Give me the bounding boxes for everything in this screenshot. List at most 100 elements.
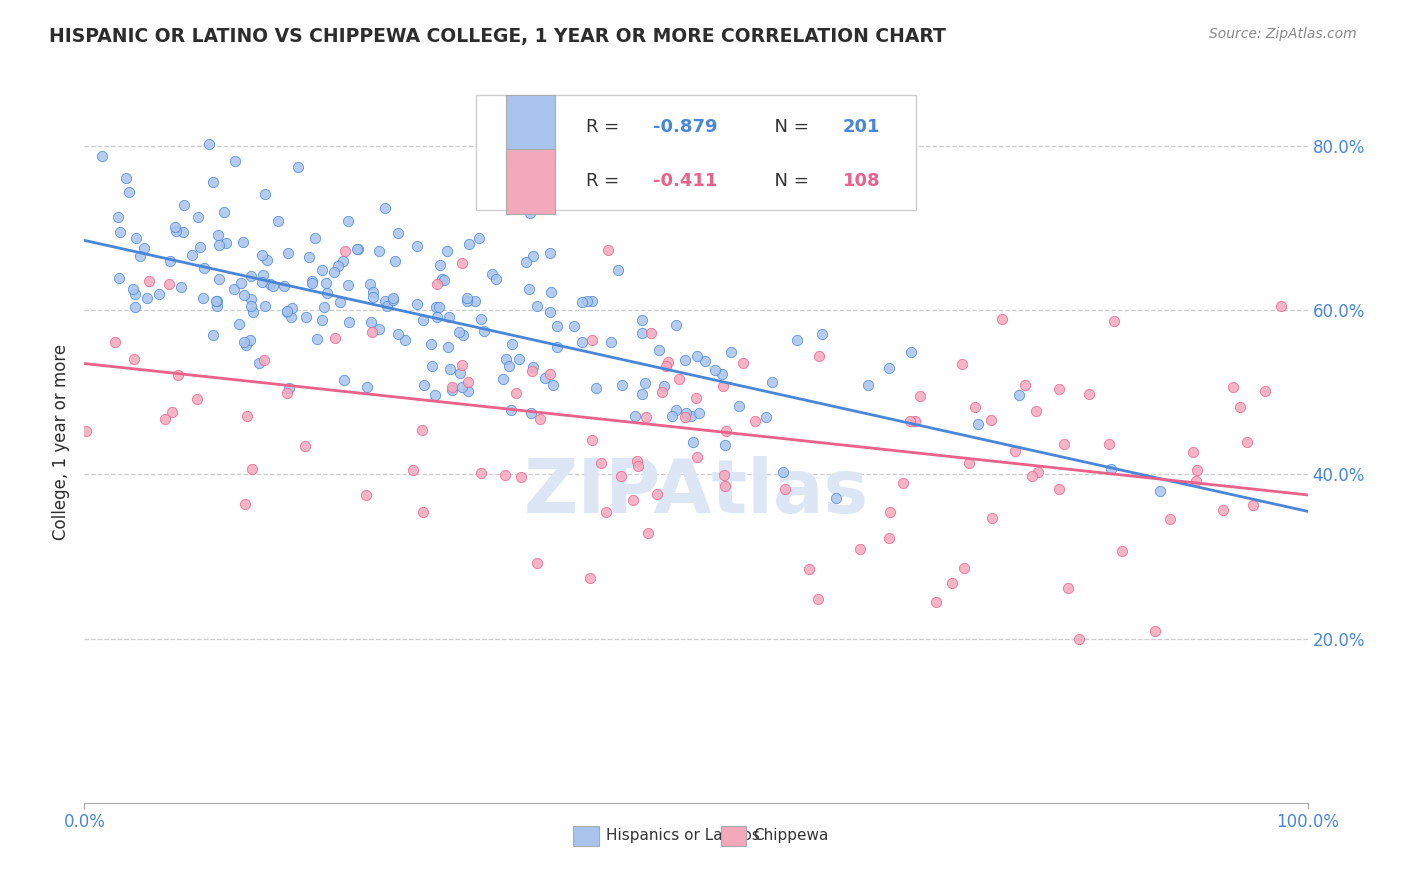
Point: [1056, 581, 1078, 595]
Point: [240, 268, 263, 283]
Point: [456, 293, 478, 308]
Text: R =: R =: [586, 172, 624, 190]
Point: [877, 532, 900, 546]
Point: [411, 423, 433, 437]
FancyBboxPatch shape: [506, 95, 555, 160]
Point: [686, 450, 709, 465]
Point: [262, 278, 284, 293]
Point: [1067, 632, 1090, 646]
Point: [773, 483, 796, 497]
Point: [253, 186, 276, 201]
Point: [526, 299, 548, 313]
Point: [148, 287, 170, 301]
Point: [711, 368, 734, 382]
Point: [437, 340, 460, 354]
Point: [665, 318, 688, 333]
Point: [581, 293, 603, 308]
Point: [457, 375, 479, 389]
Point: [538, 245, 561, 260]
Point: [134, 241, 156, 255]
Point: [180, 248, 202, 262]
Point: [522, 249, 544, 263]
Point: [811, 326, 834, 341]
Point: [437, 310, 460, 324]
Point: [301, 274, 323, 288]
Point: [495, 352, 517, 367]
Point: [406, 297, 429, 311]
Point: [621, 492, 644, 507]
Point: [508, 351, 530, 366]
Point: [361, 325, 384, 339]
Point: [239, 333, 262, 347]
Point: [361, 290, 384, 304]
Point: [673, 353, 696, 368]
Point: [1270, 300, 1292, 314]
Point: [447, 325, 470, 339]
Point: [429, 301, 451, 315]
Point: [695, 353, 717, 368]
Point: [589, 456, 612, 470]
Point: [205, 293, 228, 308]
Y-axis label: College, 1 year or more: College, 1 year or more: [52, 343, 70, 540]
Point: [630, 387, 652, 401]
Point: [714, 438, 737, 452]
Point: [449, 366, 471, 380]
Point: [682, 434, 704, 449]
Point: [640, 326, 662, 340]
Point: [277, 246, 299, 260]
Point: [772, 465, 794, 479]
Point: [207, 272, 229, 286]
Point: [651, 384, 673, 399]
Point: [429, 258, 451, 272]
Point: [1004, 444, 1026, 458]
Point: [655, 359, 678, 373]
Point: [432, 271, 454, 285]
Point: [108, 271, 131, 285]
Point: [744, 413, 766, 427]
Point: [540, 285, 562, 299]
Point: [375, 299, 398, 313]
Point: [439, 362, 461, 376]
Point: [1052, 437, 1074, 451]
Point: [538, 367, 561, 381]
Point: [247, 356, 270, 370]
Point: [538, 305, 561, 319]
Point: [333, 373, 356, 387]
Point: [425, 300, 447, 314]
Point: [612, 378, 634, 392]
Point: [159, 254, 181, 268]
Point: [406, 239, 429, 253]
Point: [436, 244, 458, 259]
Text: N =: N =: [763, 172, 814, 190]
Point: [468, 231, 491, 245]
Point: [259, 277, 281, 292]
Point: [571, 335, 593, 350]
Point: [301, 276, 323, 290]
Point: [233, 288, 256, 302]
Point: [212, 204, 235, 219]
Point: [494, 468, 516, 483]
Point: [965, 400, 987, 414]
Point: [276, 385, 298, 400]
Point: [170, 280, 193, 294]
Point: [571, 295, 593, 310]
Point: [328, 259, 350, 273]
Point: [1222, 380, 1244, 394]
Point: [1144, 624, 1167, 638]
Point: [688, 405, 710, 419]
Point: [458, 236, 481, 251]
Point: [675, 406, 697, 420]
Point: [519, 206, 541, 220]
Point: [891, 476, 914, 491]
Point: [240, 462, 263, 476]
Point: [596, 244, 619, 258]
Point: [253, 353, 276, 368]
Point: [1229, 400, 1251, 414]
Point: [1159, 512, 1181, 526]
Point: [276, 305, 298, 319]
Point: [426, 277, 449, 292]
Point: [450, 380, 472, 394]
Point: [253, 299, 276, 313]
Point: [546, 319, 568, 334]
Point: [546, 340, 568, 354]
